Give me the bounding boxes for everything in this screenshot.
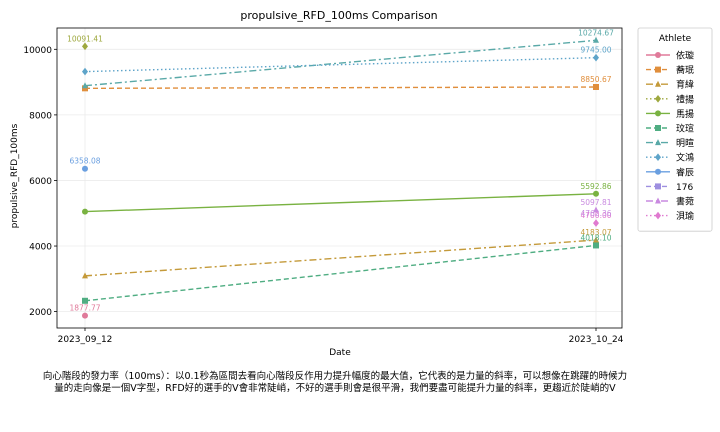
data-point xyxy=(82,272,88,279)
legend-entry: 書菀 xyxy=(676,196,694,208)
data-label: 4762.36 xyxy=(580,209,611,218)
legend-entry: 文鴻 xyxy=(676,152,694,164)
legend-marker xyxy=(655,66,661,73)
legend-marker xyxy=(655,95,661,103)
y-tick-label: 6000 xyxy=(29,177,52,187)
y-tick-label: 4000 xyxy=(29,243,52,253)
data-label: 10274.67 xyxy=(578,28,614,37)
legend-marker xyxy=(655,52,661,58)
data-label: 6358.08 xyxy=(69,157,100,166)
chart: propulsive_RFD_100ms Comparison 2000 4000… xyxy=(10,9,713,358)
chart-title: propulsive_RFD_100ms Comparison xyxy=(240,9,437,22)
series-line xyxy=(84,239,597,277)
legend-marker xyxy=(655,211,661,220)
data-label: 9745.00 xyxy=(580,46,611,55)
data-point xyxy=(82,42,88,51)
series-line xyxy=(84,244,597,302)
data-label: 4018.10 xyxy=(580,233,611,242)
data-point xyxy=(82,82,88,89)
data-point xyxy=(82,85,88,92)
y-axis-label: propulsive_RFD_100ms xyxy=(10,123,20,228)
data-label: 4700.00 xyxy=(580,211,611,220)
x-tick-label: 2023_09_12 xyxy=(58,335,113,345)
x-axis-label: Date xyxy=(329,348,351,358)
data-point xyxy=(593,83,599,90)
data-point xyxy=(82,297,88,304)
plot-area: 2000 4000 6000 8000 10000 2023_09_12 2023_10_2… xyxy=(23,27,624,345)
chart-caption: 向心階段的發力率（100ms）：以0.1秒為區間去看向心階段反作用力提升幅度的最… xyxy=(42,371,628,394)
legend-marker xyxy=(655,153,661,161)
data-point xyxy=(593,36,599,43)
legend-entry: 睿辰 xyxy=(676,166,694,178)
series-line xyxy=(84,193,597,213)
legend-entry: 蕎珉 xyxy=(676,64,694,76)
legend-entry: 依璇 xyxy=(676,50,694,62)
y-tick-label: 8000 xyxy=(29,111,52,121)
legend-entry: 明暄 xyxy=(676,137,694,149)
data-label: 1877.77 xyxy=(69,304,100,313)
data-label: 8850.67 xyxy=(580,75,611,84)
series-line xyxy=(84,39,597,87)
legend-box xyxy=(637,27,713,232)
data-label: 4183.07 xyxy=(580,228,611,237)
data-point xyxy=(593,206,599,213)
data-point xyxy=(593,236,599,243)
legend-entry: 浿瑜 xyxy=(676,210,694,222)
legend-entry: 禮揚 xyxy=(676,93,694,105)
series-line xyxy=(84,86,597,90)
legend-marker xyxy=(655,80,661,87)
y-tick-label: 2000 xyxy=(29,308,52,318)
legend-entry: 馬揚 xyxy=(676,108,694,120)
series-line xyxy=(84,56,597,73)
data-label: 5097.81 xyxy=(580,198,611,207)
y-tick-label: 10000 xyxy=(23,46,52,56)
legend-title: Athlete xyxy=(659,34,692,44)
legend-marker xyxy=(655,139,661,146)
x-tick-label: 2023_10_24 xyxy=(569,335,624,345)
data-point xyxy=(593,53,599,62)
legend-entry: 育緯 xyxy=(676,79,694,91)
data-point xyxy=(82,67,88,76)
data-point xyxy=(82,165,88,172)
legend-marker xyxy=(655,197,661,204)
data-label: 5592.86 xyxy=(580,182,611,191)
plot-frame xyxy=(56,27,623,329)
legend-entry: 176 xyxy=(676,183,693,193)
legend-marker xyxy=(655,168,661,175)
data-label: 10091.41 xyxy=(67,34,103,43)
data-point xyxy=(82,312,88,319)
data-point xyxy=(82,208,88,215)
data-point xyxy=(593,219,599,227)
data-point xyxy=(593,242,599,249)
legend-marker xyxy=(655,183,661,190)
legend-entry: 玟瑄 xyxy=(676,123,694,135)
legend-marker xyxy=(655,110,661,117)
data-point xyxy=(593,190,599,197)
legend-marker xyxy=(655,125,661,131)
